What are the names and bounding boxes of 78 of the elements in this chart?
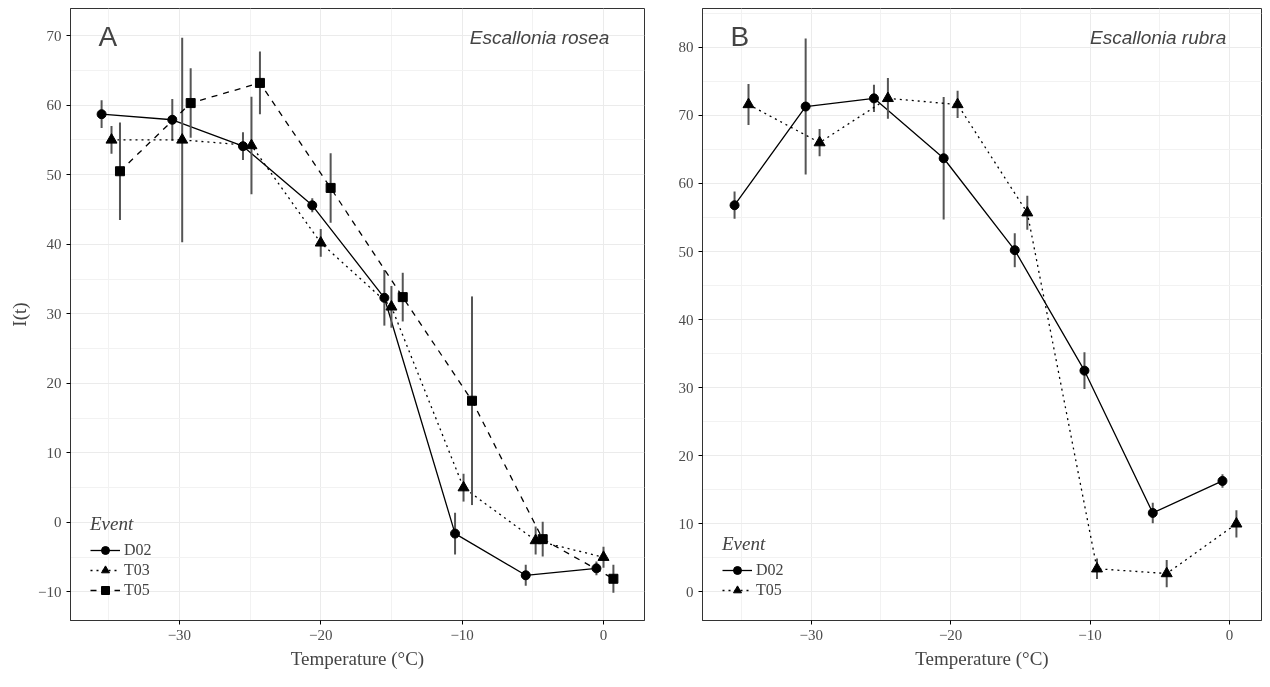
point — [1079, 365, 1090, 376]
point — [591, 563, 602, 574]
annotation: Escallonia rubra — [1089, 26, 1227, 48]
point — [96, 109, 107, 120]
point — [951, 97, 964, 109]
x-tick-label: −10 — [1078, 626, 1102, 643]
x-tick-label: −10 — [450, 626, 474, 643]
x-tick-label: −30 — [167, 626, 192, 643]
point — [597, 550, 610, 561]
point — [1230, 516, 1243, 528]
y-tick-label: 10 — [678, 515, 694, 532]
point — [608, 573, 619, 584]
legend-label: D02 — [756, 561, 784, 579]
point — [1147, 507, 1158, 518]
point — [185, 98, 196, 109]
point — [314, 236, 327, 247]
y-tick-label: 0 — [686, 583, 694, 600]
point — [254, 77, 265, 88]
point — [537, 534, 548, 545]
point — [379, 292, 390, 303]
y-tick-label: 30 — [46, 305, 62, 322]
y-tick-label: 60 — [46, 97, 62, 114]
legend-label: T05 — [124, 581, 150, 599]
point — [457, 480, 470, 492]
point — [176, 133, 189, 144]
legend-label: D02 — [124, 541, 152, 559]
x-axis-title: Temperature (°C) — [915, 647, 1049, 670]
annotation: B — [730, 20, 750, 52]
legend-title: Event — [90, 513, 135, 535]
y-tick-label: 10 — [46, 444, 62, 461]
point — [1021, 205, 1034, 217]
y-tick-label: 60 — [678, 175, 694, 192]
point — [114, 166, 125, 177]
annotation: A — [98, 20, 118, 52]
point — [813, 135, 826, 147]
point — [1217, 475, 1228, 486]
point — [881, 91, 894, 103]
annotation: Escallonia rosea — [469, 26, 610, 48]
point — [729, 200, 740, 211]
point — [307, 200, 318, 211]
x-tick-label: −30 — [799, 626, 823, 643]
point — [800, 101, 811, 112]
x-tick-label: 0 — [599, 626, 608, 643]
point — [167, 114, 178, 125]
point — [1160, 566, 1173, 578]
point — [397, 292, 408, 303]
legend-label: T03 — [124, 561, 150, 579]
point — [1009, 245, 1020, 256]
y-tick-label: −10 — [38, 583, 62, 600]
y-tick-label: 70 — [678, 107, 694, 124]
point — [938, 153, 949, 164]
legend-label: T05 — [756, 581, 782, 599]
y-tick-label: 20 — [678, 447, 694, 464]
y-axis-title: I(t) — [9, 302, 32, 327]
y-tick-label: 70 — [46, 27, 62, 44]
point — [325, 182, 336, 193]
x-tick-label: 0 — [1225, 626, 1234, 643]
point — [520, 570, 531, 581]
point — [237, 141, 248, 152]
point — [385, 300, 398, 311]
y-tick-label: 20 — [46, 375, 62, 392]
y-tick-label: 0 — [54, 514, 62, 531]
y-tick-label: 40 — [46, 236, 62, 253]
legend-title: Event — [722, 533, 767, 555]
point — [450, 528, 461, 539]
point — [868, 93, 879, 104]
x-axis-title: Temperature (°C) — [290, 647, 425, 670]
y-tick-label: 40 — [678, 311, 694, 328]
x-tick-label: −20 — [938, 626, 963, 643]
y-tick-label: 30 — [678, 379, 694, 396]
y-tick-label: 80 — [678, 39, 694, 56]
point — [1091, 561, 1104, 573]
y-tick-label: 50 — [46, 166, 62, 183]
point — [105, 133, 118, 144]
point — [467, 395, 478, 406]
point — [742, 97, 755, 109]
y-tick-label: 50 — [678, 243, 694, 260]
x-tick-label: −20 — [309, 626, 333, 643]
